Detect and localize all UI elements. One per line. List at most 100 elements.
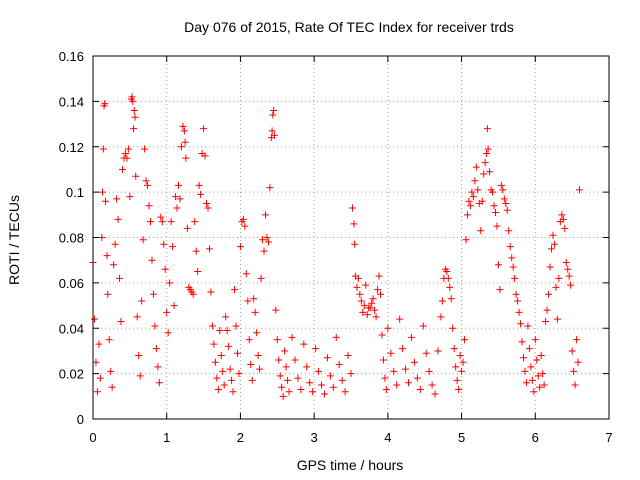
data-point [136, 372, 144, 380]
data-point [371, 306, 379, 314]
data-point [93, 388, 101, 396]
data-point [179, 122, 187, 130]
data-point [503, 206, 511, 214]
data-point [326, 372, 334, 380]
data-point [341, 388, 349, 396]
data-point [484, 145, 492, 153]
data-point [576, 186, 584, 194]
data-point [472, 163, 480, 171]
chart-title: Day 076 of 2015, Rate Of TEC Index for r… [184, 19, 514, 35]
plot-area-frame [92, 55, 610, 420]
data-point [466, 202, 474, 210]
data-point [121, 150, 129, 158]
data-point [257, 274, 265, 282]
data-point [229, 388, 237, 396]
data-point [374, 286, 382, 294]
data-point [410, 358, 418, 366]
data-point [254, 351, 262, 359]
data-point [275, 356, 283, 364]
data-point [167, 218, 175, 226]
x-tick-label: 7 [605, 430, 612, 445]
data-point [145, 202, 153, 210]
data-point [359, 308, 367, 316]
data-point [565, 272, 573, 280]
data-point [552, 283, 560, 291]
data-point [537, 351, 545, 359]
data-point [531, 336, 539, 344]
data-point [288, 333, 296, 341]
x-tick-labels: 0 1 2 3 4 5 6 7 [89, 430, 612, 445]
data-point [131, 113, 139, 121]
data-point [213, 374, 221, 382]
data-point [404, 379, 412, 387]
data-point [375, 272, 383, 280]
data-point [332, 333, 340, 341]
data-point [483, 125, 491, 133]
data-point [92, 358, 100, 366]
data-point [151, 322, 159, 330]
grid-lines [93, 56, 609, 419]
data-point [351, 240, 359, 248]
data-point [116, 274, 124, 282]
data-point [390, 367, 398, 375]
data-point [126, 193, 134, 201]
data-point [455, 386, 463, 394]
data-point [329, 383, 337, 391]
data-point [573, 336, 581, 344]
data-point [444, 274, 452, 282]
data-point [263, 234, 271, 241]
data-point [428, 381, 436, 389]
data-point [363, 311, 371, 319]
data-point [155, 379, 163, 387]
data-point [564, 265, 572, 273]
data-point [539, 370, 547, 378]
data-point [493, 222, 501, 230]
data-point [177, 143, 185, 151]
data-point [101, 100, 109, 108]
data-point [562, 258, 570, 266]
data-point [396, 315, 404, 323]
data-point [111, 240, 119, 248]
data-point [512, 290, 520, 298]
data-point [468, 188, 476, 196]
data-point [356, 290, 364, 298]
data-point [446, 283, 454, 291]
data-point [225, 342, 233, 350]
data-point [241, 222, 249, 230]
data-point [490, 202, 498, 210]
data-point [235, 370, 243, 378]
x-tick-label: 3 [311, 430, 318, 445]
y-tick-label: 0.14 [59, 94, 84, 109]
data-point [261, 211, 269, 219]
data-point [260, 247, 268, 255]
data-point [90, 315, 98, 323]
x-tick-label: 5 [458, 430, 465, 445]
data-point [248, 376, 256, 384]
data-point [170, 302, 178, 310]
data-point [138, 297, 146, 305]
data-point [489, 188, 497, 196]
data-point [534, 372, 542, 380]
data-point [570, 367, 578, 375]
data-point [323, 354, 331, 362]
data-point [270, 106, 278, 114]
data-point [239, 215, 247, 223]
data-point [306, 379, 314, 387]
data-point [189, 290, 197, 298]
y-tick-label: 0.04 [59, 321, 84, 336]
data-point [550, 240, 558, 248]
data-point [368, 299, 376, 307]
data-point [226, 365, 234, 373]
data-point [205, 245, 213, 253]
data-point [110, 261, 118, 269]
data-point [210, 340, 218, 348]
data-point [450, 345, 458, 353]
data-point [360, 302, 368, 310]
data-point [399, 345, 407, 353]
y-tick-label: 0.12 [59, 140, 84, 155]
data-point [312, 345, 320, 353]
data-point [129, 97, 137, 105]
data-point [461, 336, 469, 344]
data-point [494, 261, 502, 269]
data-point [266, 184, 274, 192]
